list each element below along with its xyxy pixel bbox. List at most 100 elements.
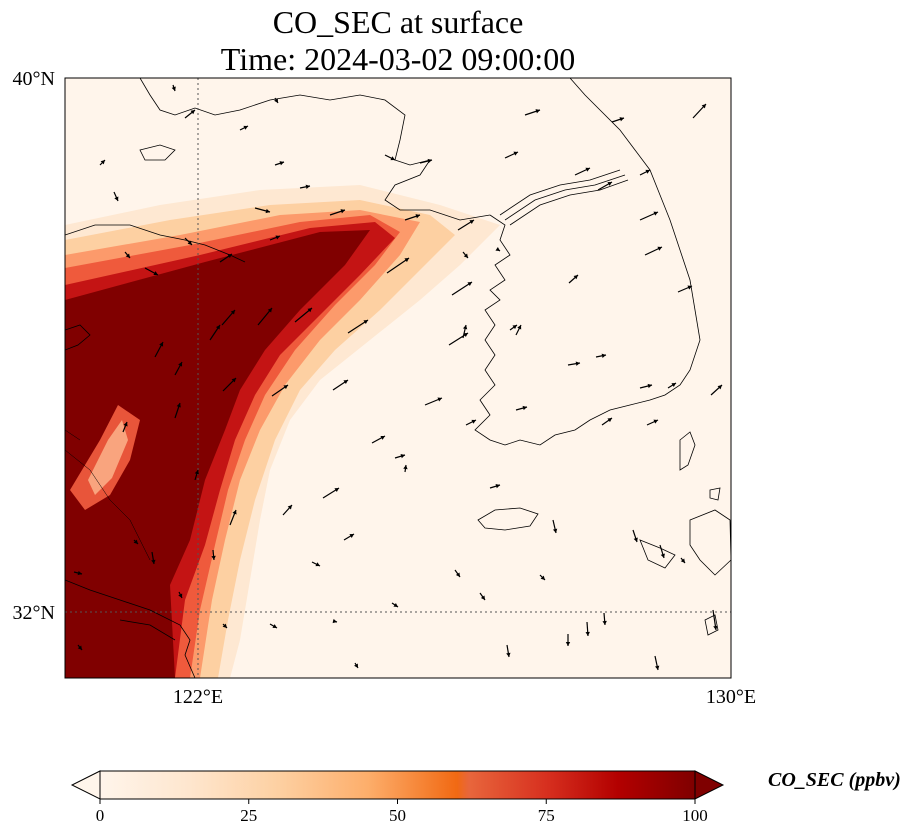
wind-arrow-head	[585, 167, 590, 172]
wind-arrow-head	[125, 253, 130, 258]
colorbar-tick-label: 50	[389, 806, 406, 825]
coastlines	[65, 78, 731, 678]
lon-label-122: 122°E	[173, 686, 223, 708]
wind-arrow-head	[607, 182, 612, 186]
wind-arrow-head	[471, 419, 476, 424]
wind-arrow-head	[215, 325, 220, 330]
wind-arrow-head	[363, 320, 368, 325]
lat-label-32: 32°N	[13, 602, 55, 624]
wind-arrow-head	[77, 645, 82, 650]
colorbar-tick-label: 0	[96, 806, 105, 825]
colorbar-label: CO_SEC (ppbv)	[768, 769, 901, 791]
wind-arrow-head	[133, 539, 138, 544]
colorbar: 0 25 50 75 100	[70, 770, 725, 825]
wind-arrow-head	[272, 624, 277, 628]
wind-arrow-head	[151, 559, 156, 564]
colorbar-tick-label: 25	[240, 806, 257, 825]
wind-arrow-head	[552, 528, 558, 533]
wind-arrow-head	[602, 620, 607, 625]
wind-arrow-head	[437, 397, 442, 402]
wind-arrow	[386, 257, 410, 274]
map-title-line1: CO_SEC at surface	[272, 4, 524, 40]
wind-arrow-head	[190, 110, 195, 115]
wind-arrow-head	[427, 158, 432, 164]
wind-arrow-head	[283, 385, 288, 390]
map-frame	[64, 77, 732, 679]
wind-arrow-head	[467, 282, 472, 287]
wind-arrow-head	[380, 435, 385, 440]
wind-arrow-head	[469, 220, 474, 224]
wind-arrow-head	[194, 470, 199, 475]
wind-arrow-head	[463, 253, 468, 258]
wind-arrow-head	[231, 378, 236, 383]
wind-arrow-head	[480, 595, 485, 600]
wind-arrow-head	[687, 285, 692, 290]
wind-arrow-head	[332, 618, 337, 624]
wind-arrow-head	[287, 505, 292, 510]
wind-arrow-head	[267, 308, 272, 313]
wind-arrow-head	[701, 104, 706, 109]
colorbar-extend-low	[70, 770, 101, 800]
wind-arrow-head	[657, 246, 662, 251]
wind-arrow-head	[462, 325, 468, 330]
wind-arrow-head	[415, 214, 420, 219]
wind-arrow-head	[540, 575, 545, 580]
wind-arrow-head	[506, 652, 511, 657]
wind-arrow-head	[187, 240, 192, 245]
wind-arrow-head	[159, 342, 164, 347]
wind-arrow-head	[123, 422, 128, 427]
wind-arrow-head	[645, 169, 650, 174]
wind-arrow-head	[230, 310, 235, 315]
wind-arrow-head	[171, 86, 176, 91]
wind-arrow-head	[647, 383, 652, 389]
wind-arrow-head	[274, 98, 278, 103]
colorbar-gradient	[100, 771, 695, 799]
wind-arrow-head	[713, 625, 718, 630]
wind-vectors	[73, 84, 723, 671]
concentration-field	[65, 78, 731, 678]
wind-arrow-head	[513, 151, 518, 156]
wind-arrow-head	[633, 537, 638, 542]
wind-arrow-head	[585, 631, 590, 636]
wind-arrow-head	[653, 419, 658, 424]
wind-arrow-head	[463, 333, 468, 337]
wind-arrow-head	[222, 623, 227, 628]
wind-arrow-head	[575, 361, 580, 366]
wind-arrow-head	[601, 353, 606, 358]
wind-arrow-head	[265, 208, 270, 214]
wind-arrow-head	[619, 117, 624, 122]
wind-arrow-head	[232, 510, 237, 515]
wind-arrow-head	[573, 275, 578, 280]
wind-arrow-head	[390, 156, 395, 161]
wind-arrow-head	[100, 160, 105, 165]
wind-arrow-head	[671, 383, 676, 387]
wind-arrow-head	[315, 562, 320, 567]
wind-arrow-head	[153, 271, 158, 276]
wind-arrow-head	[680, 558, 685, 563]
wind-arrow-head	[393, 602, 398, 607]
wind-arrow-head	[178, 593, 183, 598]
colorbar-extend-high	[694, 770, 725, 800]
wind-arrow-head	[211, 555, 216, 560]
wind-arrow-head	[535, 109, 540, 114]
gridlines	[65, 78, 731, 678]
wind-arrow-head	[354, 663, 358, 668]
wind-arrow-head	[334, 488, 339, 492]
wind-arrow-head	[403, 465, 408, 470]
wind-arrow-head	[653, 211, 658, 216]
wind-arrow-head	[343, 380, 348, 385]
lat-label-40: 40°N	[13, 68, 55, 90]
wind-arrow-head	[655, 665, 660, 670]
wind-arrow-head	[522, 405, 527, 411]
wind-arrow-head	[455, 572, 460, 577]
wind-arrow-head	[660, 553, 665, 558]
wind-arrow-head	[349, 534, 354, 538]
wind-arrow-head	[495, 484, 500, 489]
wind-arrow-head	[275, 235, 280, 240]
lon-label-130: 130°E	[706, 686, 756, 708]
map-title-line2: Time: 2024-03-02 09:00:00	[220, 41, 576, 77]
wind-arrow-head	[77, 570, 82, 576]
wind-arrow-head	[517, 325, 522, 330]
wind-arrow-head	[243, 125, 248, 130]
